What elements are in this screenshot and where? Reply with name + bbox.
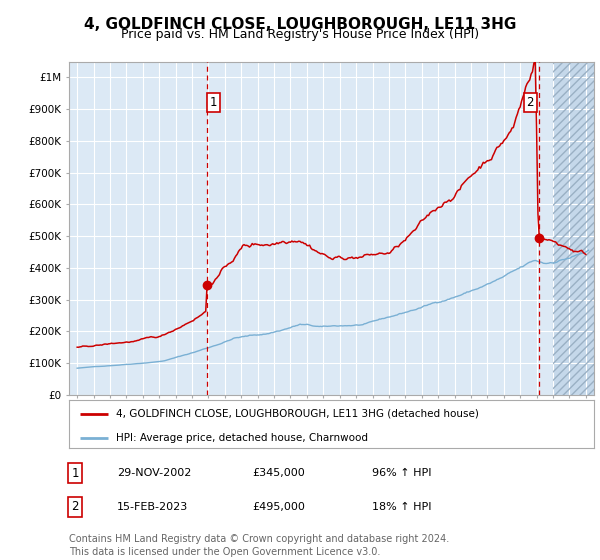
Text: 2: 2: [71, 500, 79, 514]
Text: £495,000: £495,000: [252, 502, 305, 512]
Text: 15-FEB-2023: 15-FEB-2023: [117, 502, 188, 512]
Text: 4, GOLDFINCH CLOSE, LOUGHBOROUGH, LE11 3HG (detached house): 4, GOLDFINCH CLOSE, LOUGHBOROUGH, LE11 3…: [116, 409, 479, 419]
Text: Price paid vs. HM Land Registry's House Price Index (HPI): Price paid vs. HM Land Registry's House …: [121, 28, 479, 41]
Text: £345,000: £345,000: [252, 468, 305, 478]
Bar: [553, 62, 600, 395]
Text: 1: 1: [210, 96, 217, 109]
Text: 2: 2: [527, 96, 534, 109]
Text: 1: 1: [71, 466, 79, 480]
Text: 4, GOLDFINCH CLOSE, LOUGHBOROUGH, LE11 3HG: 4, GOLDFINCH CLOSE, LOUGHBOROUGH, LE11 3…: [84, 17, 516, 32]
Bar: [553, 62, 600, 395]
Text: 96% ↑ HPI: 96% ↑ HPI: [372, 468, 431, 478]
Text: Contains HM Land Registry data © Crown copyright and database right 2024.
This d: Contains HM Land Registry data © Crown c…: [69, 534, 449, 557]
Text: 29-NOV-2002: 29-NOV-2002: [117, 468, 191, 478]
Text: 18% ↑ HPI: 18% ↑ HPI: [372, 502, 431, 512]
Text: HPI: Average price, detached house, Charnwood: HPI: Average price, detached house, Char…: [116, 432, 368, 442]
